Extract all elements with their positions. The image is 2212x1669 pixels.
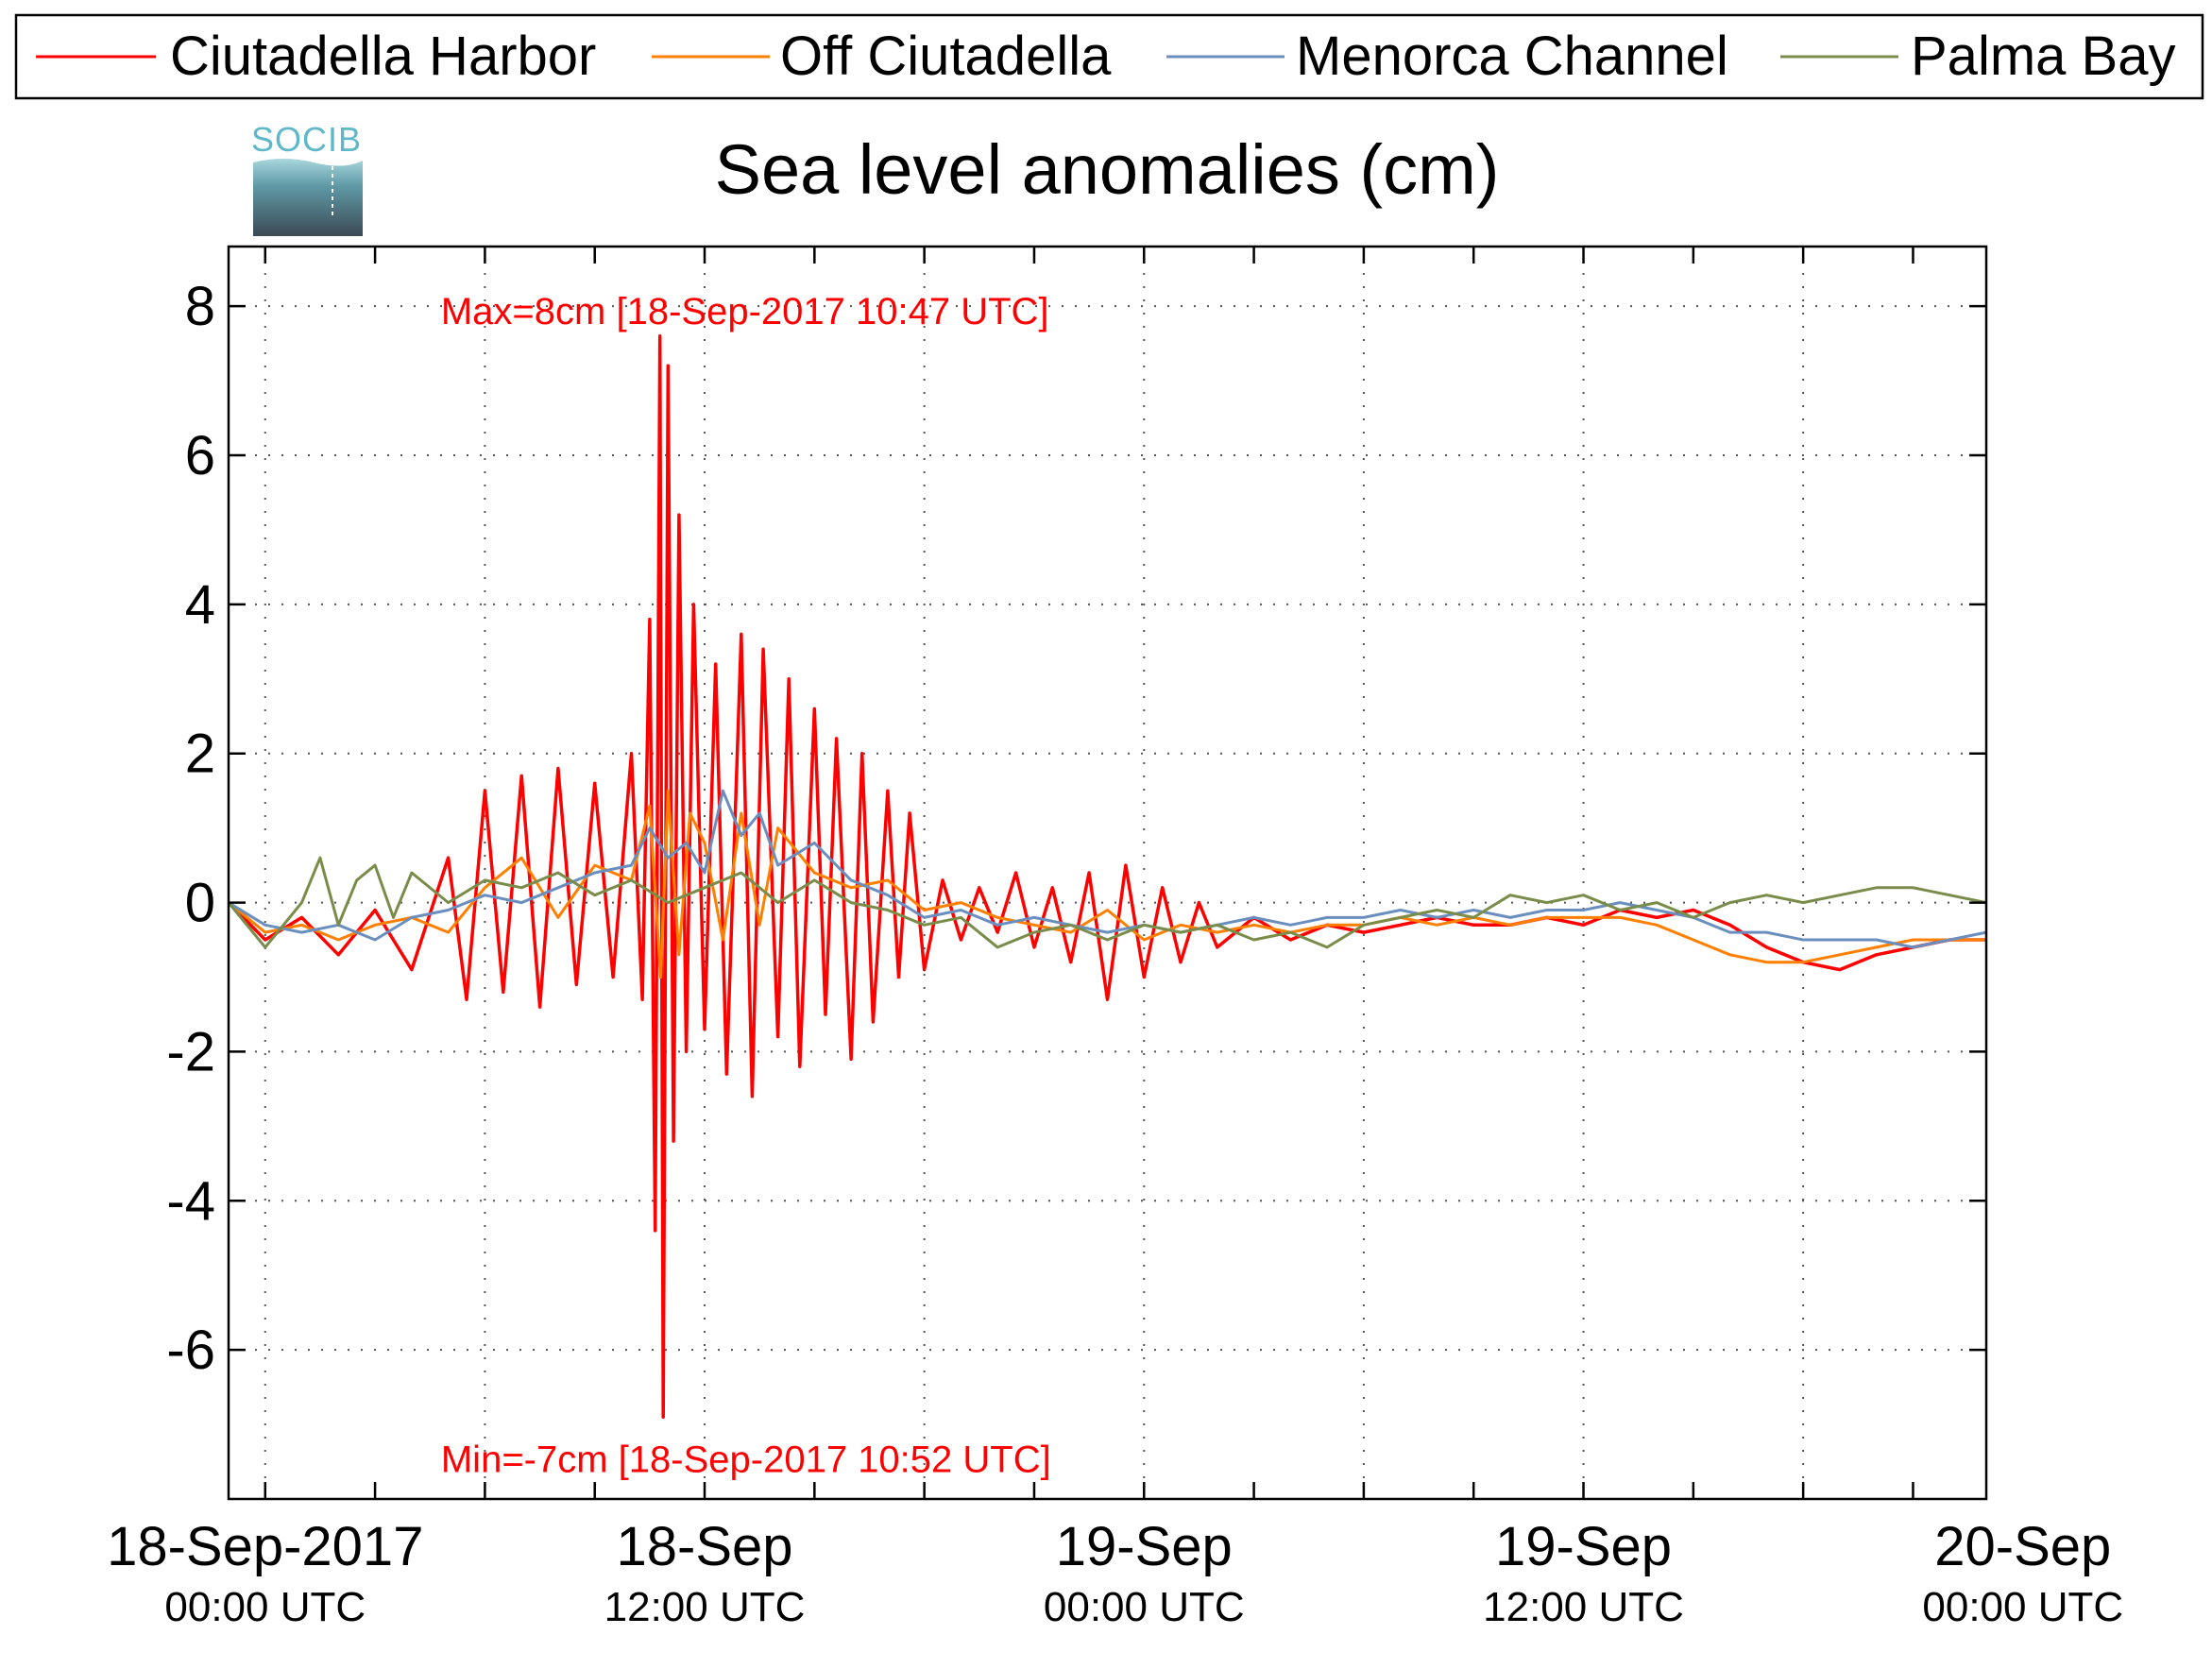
legend-label-ciutadella-harbor: Ciutadella Harbor xyxy=(170,26,596,87)
y-tick-label: -2 xyxy=(166,1021,215,1082)
y-tick-label: 4 xyxy=(185,574,215,636)
series-line-menorca-channel xyxy=(228,789,1987,949)
series-line-ciutadella-harbor xyxy=(227,333,1986,1419)
x-tick-label-time: 12:00 UTC xyxy=(604,1584,806,1630)
series-line-palma-bay xyxy=(227,856,1987,949)
legend-label-off-ciutadella: Off Ciutadella xyxy=(780,26,1112,87)
socib-logo-text: SOCIB xyxy=(251,120,362,159)
x-tick-label-date: 19-Sep xyxy=(1056,1516,1233,1577)
legend: Ciutadella Harbor Off Ciutadella Menorca… xyxy=(14,13,2204,100)
plot-frame xyxy=(227,245,1988,1501)
max-annotation: Max=8cm [18-Sep-2017 10:47 UTC] xyxy=(441,291,1049,332)
chart-title: Sea level anomalies (cm) xyxy=(715,130,1500,209)
y-tick-label: 0 xyxy=(185,873,215,934)
x-tick-label-time: 00:00 UTC xyxy=(1044,1584,1245,1630)
axes-layer: 8 6 4 2 0 -2 -4 -6 18-Sep-2017 00:00 UTC 18-Sep 12:… xyxy=(107,245,2123,1630)
y-tick-label: 8 xyxy=(185,276,215,337)
series-layer xyxy=(227,333,1987,1419)
y-tick-label: -4 xyxy=(166,1170,215,1232)
legend-label-menorca-channel: Menorca Channel xyxy=(1296,26,1728,87)
socib-logo: SOCIB xyxy=(251,120,363,236)
y-tick-label: -6 xyxy=(166,1320,215,1381)
x-tick-label-date: 20-Sep xyxy=(1934,1516,2111,1577)
x-tick-label-date: 18-Sep-2017 xyxy=(107,1516,423,1577)
x-tick-label-date: 18-Sep xyxy=(617,1516,793,1577)
y-tick-label: 6 xyxy=(185,425,215,486)
socib-logo-wave xyxy=(253,159,363,236)
x-tick-label-time: 00:00 UTC xyxy=(164,1584,366,1630)
x-tick-label-date: 19-Sep xyxy=(1495,1516,1672,1577)
x-tick-label-time: 12:00 UTC xyxy=(1483,1584,1684,1630)
x-tick-label-time: 00:00 UTC xyxy=(1922,1584,2123,1630)
legend-label-palma-bay: Palma Bay xyxy=(1911,26,2175,87)
series-line-off-ciutadella xyxy=(228,789,1986,979)
min-annotation: Min=-7cm [18-Sep-2017 10:52 UTC] xyxy=(441,1439,1051,1481)
annotation-layer: Max=8cm [18-Sep-2017 10:47 UTC] Min=-7cm … xyxy=(441,291,1051,1481)
y-tick-label: 2 xyxy=(185,724,215,785)
